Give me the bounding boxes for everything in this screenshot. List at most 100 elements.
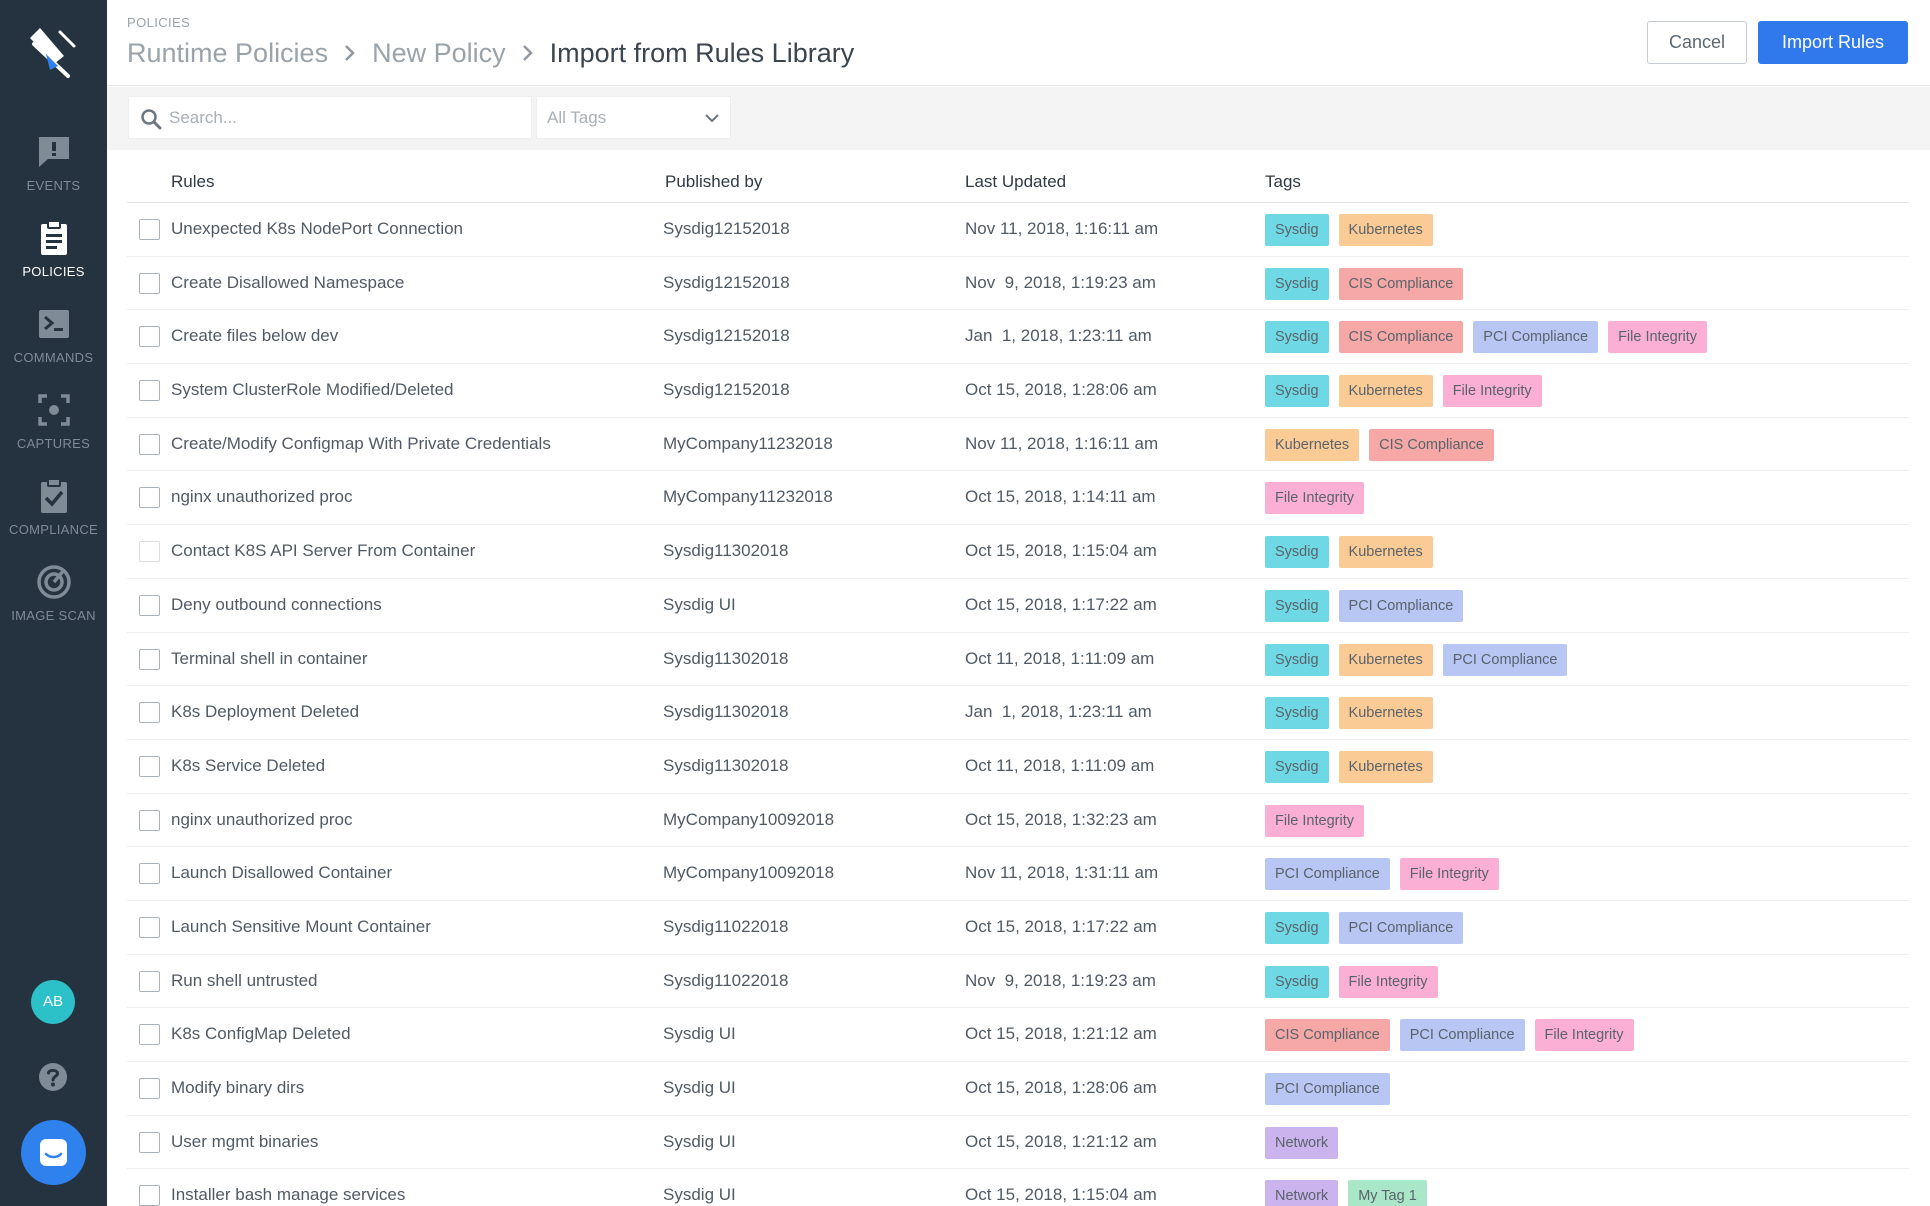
row-checkbox[interactable]	[139, 1024, 160, 1046]
table-row[interactable]: Create files below dev Sysdig12152018 Jan …	[127, 310, 1909, 365]
table-row[interactable]: Deny outbound connections Sysdig UI Oct 15…	[127, 579, 1909, 633]
tags-filter-select[interactable]: All Tags	[536, 96, 731, 139]
tag-list: PCI Compliance	[1265, 1073, 1390, 1105]
tag-badge: File Integrity	[1442, 375, 1542, 408]
page-header: POLICIES Runtime Policies New Policy Imp…	[107, 0, 1930, 86]
tag-list: Network My Tag 1	[1265, 1180, 1427, 1206]
column-header-last-updated[interactable]: Last Updated	[965, 172, 1067, 191]
table-body: Unexpected K8s NodePort Connection Sysdig…	[127, 203, 1909, 1206]
row-checkbox[interactable]	[139, 648, 160, 670]
row-checkbox[interactable]	[139, 272, 160, 294]
row-checkbox[interactable]	[139, 970, 160, 992]
row-checkbox[interactable]	[139, 380, 160, 402]
tag-badge: File Integrity	[1608, 321, 1708, 354]
help-icon[interactable]	[36, 1060, 70, 1094]
breadcrumb-new-policy[interactable]: New Policy	[372, 37, 506, 68]
tag-badge: File Integrity	[1265, 804, 1364, 837]
nav-commands[interactable]: COMMANDS	[0, 304, 107, 376]
avatar[interactable]: AB	[31, 980, 75, 1024]
last-updated: Oct 15, 2018, 1:15:04 am	[965, 1185, 1157, 1205]
row-checkbox[interactable]	[139, 755, 160, 777]
chevron-right-icon	[328, 33, 372, 73]
tag-badge: Kubernetes	[1338, 750, 1433, 783]
row-checkbox[interactable]	[139, 594, 160, 616]
cancel-button[interactable]: Cancel	[1647, 21, 1747, 64]
last-updated: Nov 9, 2018, 1:19:23 am	[965, 970, 1156, 990]
table-row[interactable]: Create/Modify Configmap With Private Cre…	[127, 418, 1909, 472]
row-checkbox[interactable]	[139, 809, 160, 831]
table-row[interactable]: Run shell untrusted Sysdig11022018 Nov 9, …	[127, 955, 1909, 1009]
row-checkbox[interactable]	[139, 326, 160, 348]
tag-badge: PCI Compliance	[1442, 643, 1568, 676]
column-header-tags[interactable]: Tags	[1265, 172, 1301, 191]
last-updated: Nov 11, 2018, 1:16:11 am	[965, 433, 1159, 453]
tag-list: Sysdig Kubernetes	[1265, 536, 1433, 569]
table-row[interactable]: System ClusterRole Modified/Deleted Sysdi…	[127, 364, 1909, 418]
table-row[interactable]: Unexpected K8s NodePort Connection Sysdig…	[127, 203, 1909, 257]
terminal-icon	[34, 304, 74, 344]
tag-badge: Sysdig	[1265, 911, 1329, 944]
row-checkbox[interactable]	[139, 916, 160, 938]
row-checkbox[interactable]	[139, 433, 160, 455]
table-row[interactable]: K8s Deployment Deleted Sysdig11302018 Jan …	[127, 686, 1909, 740]
tag-badge: Sysdig	[1265, 321, 1329, 354]
rule-name: Create Disallowed Namespace	[171, 272, 405, 292]
tag-badge: PCI Compliance	[1399, 1019, 1525, 1052]
row-checkbox[interactable]	[139, 702, 160, 724]
table-row[interactable]: Installer bash manage services Sysdig UI O…	[127, 1169, 1909, 1206]
nav-image-scan[interactable]: IMAGE SCAN	[0, 562, 107, 634]
nav-policies[interactable]: POLICIES	[0, 218, 107, 290]
tag-badge: Sysdig	[1265, 214, 1329, 246]
published-by: Sysdig11302018	[663, 755, 789, 775]
table-row[interactable]: K8s ConfigMap Deleted Sysdig UI Oct 15, 20…	[127, 1008, 1909, 1062]
nav-compliance[interactable]: COMPLIANCE	[0, 476, 107, 548]
published-by: Sysdig12152018	[663, 326, 790, 346]
row-checkbox[interactable]	[139, 1131, 160, 1153]
table-row[interactable]: Modify binary dirs Sysdig UI Oct 15, 2018,…	[127, 1062, 1909, 1116]
row-checkbox[interactable]	[139, 1185, 160, 1206]
published-by: Sysdig UI	[663, 1185, 736, 1205]
published-by: Sysdig11022018	[663, 916, 789, 936]
column-header-rules[interactable]: Rules	[171, 172, 215, 191]
table-row[interactable]: nginx unauthorized proc MyCompany10092018…	[127, 794, 1909, 848]
table-row[interactable]: Contact K8S API Server From Container Sys…	[127, 525, 1909, 579]
row-checkbox[interactable]	[139, 863, 160, 885]
last-updated: Oct 15, 2018, 1:21:12 am	[965, 1024, 1157, 1044]
row-checkbox[interactable]	[139, 541, 160, 563]
rule-name: Create files below dev	[171, 326, 339, 346]
table-row[interactable]: K8s Service Deleted Sysdig11302018 Oct 11,…	[127, 740, 1909, 794]
tag-badge: Sysdig	[1265, 375, 1329, 408]
chat-icon	[40, 1139, 67, 1166]
row-checkbox[interactable]	[139, 1078, 160, 1099]
tag-list: Sysdig CIS Compliance PCI Compliance File I…	[1265, 321, 1708, 354]
tag-badge: File Integrity	[1399, 858, 1499, 891]
table-row[interactable]: Launch Disallowed Container MyCompany1009…	[127, 847, 1909, 901]
nav-captures[interactable]: CAPTURES	[0, 390, 107, 462]
search-box	[128, 96, 532, 139]
tag-list: PCI Compliance File Integrity	[1265, 858, 1499, 891]
row-checkbox[interactable]	[139, 487, 160, 509]
tag-list: Sysdig Kubernetes	[1265, 750, 1433, 783]
table-row[interactable]: Launch Sensitive Mount Container Sysdig11…	[127, 901, 1909, 955]
rule-name: nginx unauthorized proc	[171, 809, 353, 829]
column-header-published-by[interactable]: Published by	[665, 172, 763, 191]
table-row[interactable]: Create Disallowed Namespace Sysdig1215201…	[127, 257, 1909, 311]
last-updated: Oct 15, 2018, 1:21:12 am	[965, 1131, 1157, 1151]
table-row[interactable]: Terminal shell in container Sysdig1130201…	[127, 633, 1909, 687]
sysdig-logo[interactable]	[24, 24, 84, 80]
breadcrumb-runtime-policies[interactable]: Runtime Policies	[127, 37, 329, 68]
import-rules-button[interactable]: Import Rules	[1758, 21, 1908, 64]
published-by: MyCompany11232018	[663, 433, 833, 453]
search-input[interactable]	[169, 97, 519, 138]
row-checkbox[interactable]	[139, 219, 160, 240]
tag-badge: File Integrity	[1534, 1019, 1634, 1052]
nav-events[interactable]: EVENTS	[0, 132, 107, 204]
tag-badge: My Tag 1	[1348, 1180, 1427, 1206]
nav-label: EVENTS	[26, 178, 81, 193]
table-row[interactable]: User mgmt binaries Sysdig UI Oct 15, 2018,…	[127, 1116, 1909, 1170]
table-row[interactable]: nginx unauthorized proc MyCompany11232018…	[127, 471, 1909, 526]
tag-badge: CIS Compliance	[1338, 321, 1464, 354]
nav-label: IMAGE SCAN	[11, 608, 96, 623]
chat-launcher-button[interactable]	[21, 1120, 86, 1185]
tag-badge: PCI Compliance	[1473, 321, 1599, 354]
